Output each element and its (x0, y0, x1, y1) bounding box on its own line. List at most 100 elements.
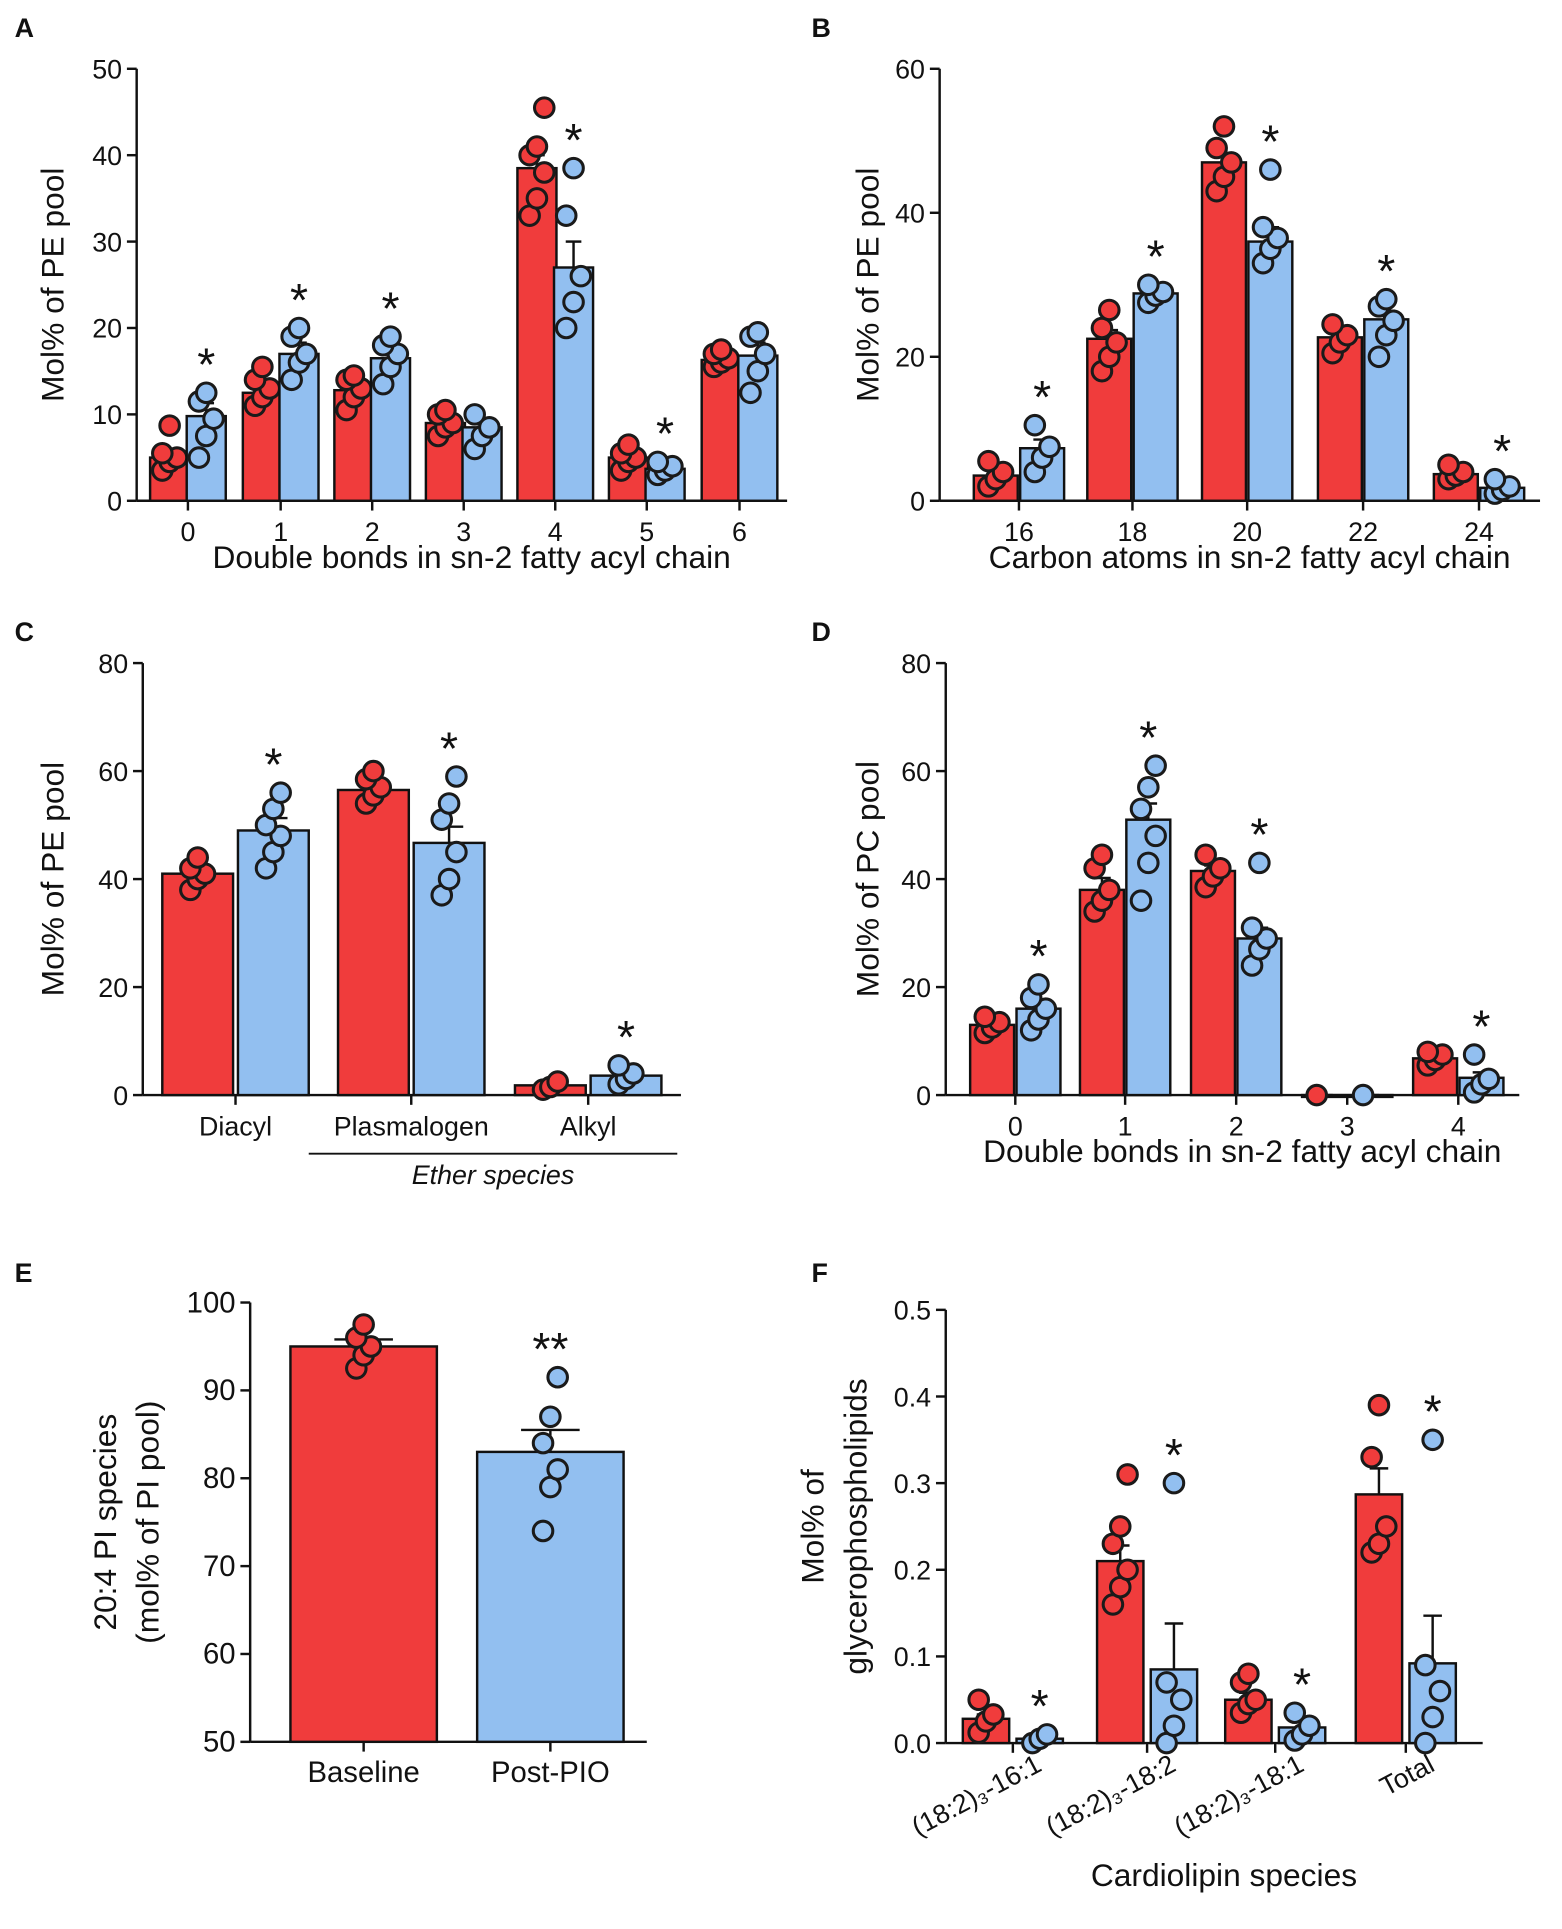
data-point (1259, 158, 1282, 181)
data-point (977, 449, 1000, 473)
error-bar (565, 240, 582, 268)
y-tick-label: 70 (203, 1550, 236, 1583)
x-tick-label: Total (1375, 1749, 1439, 1802)
significance: * (1139, 711, 1157, 763)
data-point (151, 441, 174, 465)
data-point (546, 1458, 569, 1481)
panel-letter: F (812, 1258, 828, 1288)
data-point (1462, 1043, 1486, 1066)
data-point (478, 416, 501, 439)
data-point (1374, 1515, 1398, 1538)
y-tick-label: 40 (901, 865, 931, 895)
data-point (269, 781, 292, 804)
data-point (709, 338, 733, 361)
data-point (1240, 916, 1264, 939)
data-point (1360, 1445, 1383, 1469)
significance: * (264, 738, 282, 790)
x-tick-label: Alkyl (560, 1111, 617, 1141)
y-axis-label: Mol% of PC pool (850, 761, 886, 997)
y-tick-label: 80 (203, 1462, 236, 1495)
panel-letter: D (812, 617, 831, 647)
data-point (1351, 1083, 1375, 1107)
y-tick-label: 40 (92, 141, 122, 171)
x-tick-label: 18 (1118, 517, 1148, 547)
significance: * (1147, 231, 1165, 283)
data-point (1220, 151, 1243, 174)
y-tick-label: 20 (92, 314, 122, 344)
data-point (532, 96, 556, 119)
x-tick-label: 4 (548, 517, 563, 547)
data-point (1421, 1428, 1444, 1452)
y-tick-label: 20 (901, 973, 931, 1003)
y-tick-label: 30 (92, 227, 122, 257)
data-point (1416, 1040, 1440, 1064)
data-point (1477, 1067, 1501, 1091)
group-label: Ether species (412, 1160, 575, 1190)
y-tick-label: 0.2 (894, 1556, 931, 1586)
data-point (1283, 1701, 1307, 1725)
x-tick-label: 6 (732, 517, 747, 547)
data-point (1097, 298, 1121, 322)
data-point (531, 1519, 555, 1543)
bar (1200, 161, 1248, 503)
x-tick-label: 0 (180, 517, 195, 547)
data-point (295, 342, 318, 366)
x-tick-label: 3 (1340, 1111, 1355, 1141)
x-tick-label: (18:2)₃-16:1 (907, 1749, 1047, 1842)
y-tick-label: 50 (203, 1726, 236, 1759)
data-point (569, 264, 593, 288)
bar (475, 1450, 625, 1744)
bar (1078, 888, 1126, 1097)
data-point (1129, 797, 1153, 821)
data-point (525, 187, 549, 210)
y-tick-label: 0.4 (894, 1382, 931, 1412)
x-tick-label: Baseline (308, 1756, 420, 1789)
data-point (1382, 309, 1405, 333)
x-tick-label: (18:2)₃-18:1 (1169, 1749, 1309, 1842)
y-axis-label: Mol% of PE pool (850, 168, 886, 402)
data-point (532, 161, 556, 184)
data-point (445, 840, 468, 864)
y-tick-label: 40 (895, 199, 925, 229)
data-point (1428, 1679, 1452, 1703)
data-point (437, 792, 461, 815)
y-tick-label: 0.0 (894, 1729, 931, 1759)
data-point (1027, 973, 1050, 996)
data-point (1367, 345, 1391, 369)
data-point (1414, 1731, 1437, 1755)
y-tick-label: 20 (98, 973, 128, 1003)
x-tick-label: 4 (1451, 1111, 1466, 1141)
y-tick-label: 0.5 (894, 1296, 931, 1326)
data-point (1367, 1393, 1391, 1417)
data-point (562, 156, 585, 180)
y-axis-label: Mol% of PE pool (34, 168, 70, 402)
x-axis-label: Double bonds in sn-2 fatty acyl chain (212, 539, 730, 575)
data-point (525, 135, 549, 158)
y-tick-label: 60 (895, 55, 925, 85)
significance: * (1029, 930, 1047, 982)
y-tick-label: 0.3 (894, 1469, 931, 1499)
bar (700, 358, 742, 503)
data-point (1321, 313, 1344, 336)
panel-letter: A (15, 13, 34, 43)
data-point (352, 1313, 375, 1336)
data-point (1298, 1714, 1321, 1738)
data-point (1108, 1515, 1132, 1538)
y-tick-label: 60 (98, 757, 128, 787)
bar (1316, 336, 1364, 503)
significance: * (617, 1011, 635, 1063)
data-point (991, 460, 1015, 484)
data-point (753, 342, 777, 366)
y-tick-label: 40 (98, 865, 128, 895)
x-tick-label: 5 (639, 517, 654, 547)
data-point (646, 450, 670, 474)
data-point (1090, 843, 1114, 867)
data-point (1144, 754, 1167, 777)
data-point (1212, 115, 1236, 138)
significance: * (1472, 1000, 1490, 1052)
significance: * (1424, 1386, 1442, 1438)
x-tick-label: (18:2)₃-18:2 (1041, 1749, 1181, 1842)
data-point (437, 867, 461, 891)
data-point (1129, 889, 1153, 912)
data-point (1266, 226, 1289, 250)
